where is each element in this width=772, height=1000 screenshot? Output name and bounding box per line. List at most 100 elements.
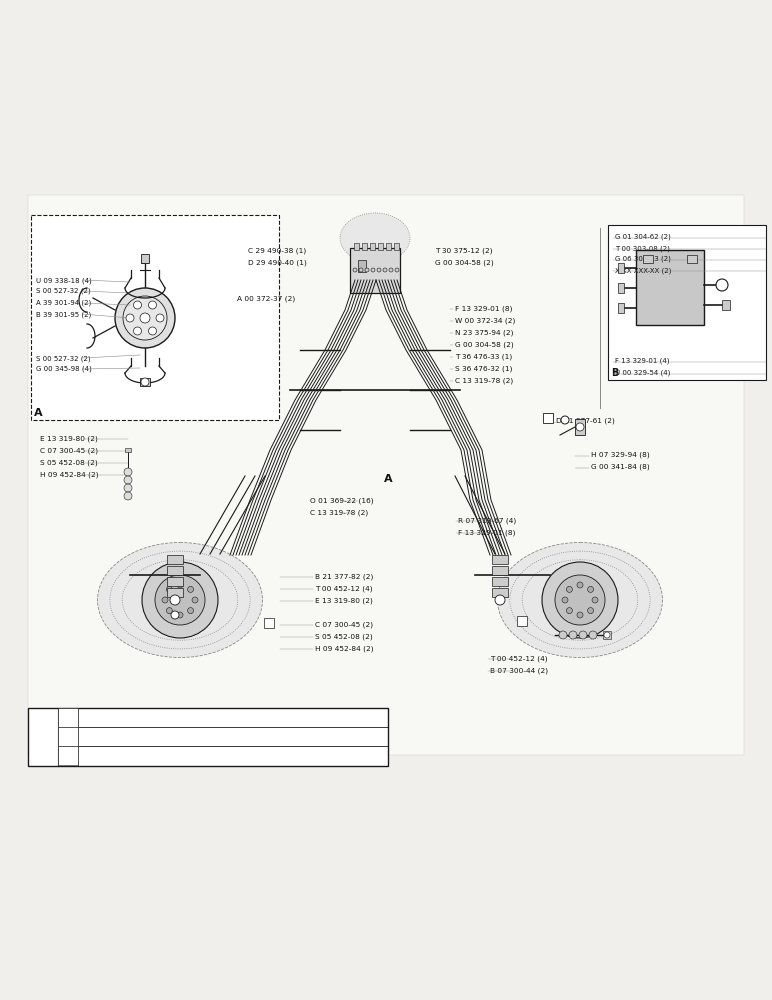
Bar [141,254,149,263]
Text: F 13 329-01 (4): F 13 329-01 (4) [615,358,669,364]
Text: T 30 375-12 (2): T 30 375-12 (2) [435,248,493,254]
Bar [167,555,183,564]
Circle shape [577,612,583,618]
Bar [687,255,697,263]
Bar [58,746,78,765]
Ellipse shape [340,213,410,263]
Circle shape [587,608,594,614]
Circle shape [162,597,168,603]
Bar [618,303,624,313]
Circle shape [383,268,387,272]
Bar [378,243,383,250]
Bar [358,260,366,272]
Circle shape [124,484,132,492]
Circle shape [140,313,150,323]
Circle shape [124,468,132,476]
Bar [370,243,375,250]
Text: H 09 452-84 (2): H 09 452-84 (2) [40,471,99,478]
Circle shape [156,314,164,322]
Circle shape [124,492,132,500]
Circle shape [371,268,375,272]
Bar [618,283,624,293]
Circle shape [559,631,567,639]
Bar [167,588,183,597]
Text: 14: 14 [60,729,67,734]
Bar [492,577,508,586]
Circle shape [155,575,205,625]
Text: B: B [544,414,550,423]
Circle shape [124,476,132,484]
Circle shape [115,288,175,348]
Text: G 00 341-84 (8): G 00 341-84 (8) [591,464,650,471]
Circle shape [542,562,618,638]
Text: B: B [611,368,618,378]
Bar [492,588,508,597]
Text: C 13 319-78 (2): C 13 319-78 (2) [455,377,513,383]
Bar [264,618,274,628]
Bar [167,577,183,586]
Circle shape [589,631,597,639]
Text: S 00 527-32 (2): S 00 527-32 (2) [36,355,90,361]
Text: A: A [384,474,392,484]
Circle shape [167,608,172,614]
Bar [492,555,508,564]
Text: B 21 377-82 (2): B 21 377-82 (2) [315,573,374,580]
Circle shape [592,597,598,603]
Text: S 36 476-32 (1): S 36 476-32 (1) [455,365,513,371]
Text: F09
G08.1: F09 G08.1 [32,720,54,754]
Circle shape [716,279,728,291]
Text: 16-08: 16-08 [60,710,76,715]
Text: C 29 490-38 (1): C 29 490-38 (1) [248,248,306,254]
Bar [575,419,585,435]
Text: T 00 303-08 (2): T 00 303-08 (2) [615,245,670,251]
Text: H 07 329-94 (8): H 07 329-94 (8) [591,452,650,458]
Text: W 00 372-34 (2): W 00 372-34 (2) [455,317,516,324]
Circle shape [171,611,179,619]
Circle shape [126,314,134,322]
Text: G 00 304-58 (2): G 00 304-58 (2) [455,341,513,348]
Circle shape [177,612,183,618]
Text: CIRCUIT PORTEUR: CIRCUIT PORTEUR [80,729,164,738]
Circle shape [555,575,605,625]
Text: E 13 319-80 (2): E 13 319-80 (2) [40,435,98,442]
Text: R 07 319-67 (4): R 07 319-67 (4) [458,517,516,524]
Text: B 07 300-44 (2): B 07 300-44 (2) [490,667,548,674]
Circle shape [192,597,198,603]
Text: E 13 319-80 (2): E 13 319-80 (2) [315,597,373,603]
Ellipse shape [97,542,262,658]
Circle shape [495,595,505,605]
Bar [722,300,730,310]
Text: U 09 338-18 (4): U 09 338-18 (4) [36,277,92,284]
Bar [608,225,766,380]
Circle shape [395,268,399,272]
Circle shape [353,268,357,272]
Circle shape [148,301,157,309]
Circle shape [576,423,584,431]
Bar [167,566,183,575]
Bar [28,708,388,766]
Text: F 13 329-01 (8): F 13 329-01 (8) [458,529,516,536]
Text: B: B [266,619,273,628]
Circle shape [188,586,194,592]
Text: G 00 304-58 (2): G 00 304-58 (2) [435,260,494,266]
Circle shape [148,327,157,335]
Text: T 00 452-12 (4): T 00 452-12 (4) [490,655,547,662]
Text: A 39 301-94 (2): A 39 301-94 (2) [36,300,91,306]
Circle shape [123,296,167,340]
Circle shape [579,631,587,639]
Text: R XX XXX-XX: R XX XXX-XX [80,711,134,720]
Bar [394,243,399,250]
Bar [618,263,624,273]
Bar [362,243,367,250]
Circle shape [359,268,363,272]
Text: D 21 377-61 (2): D 21 377-61 (2) [556,418,615,424]
Text: C 13 319-78 (2): C 13 319-78 (2) [310,509,368,516]
Ellipse shape [497,542,662,658]
Bar [354,243,359,250]
Text: G 06 304-13 (2): G 06 304-13 (2) [615,256,671,262]
Circle shape [604,632,610,638]
Text: F 13 329-01 (8): F 13 329-01 (8) [455,305,513,312]
Bar [58,727,78,746]
Text: M 2400 2CX  160 CL-CK: M 2400 2CX 160 CL-CK [198,727,371,740]
Bar [386,243,391,250]
